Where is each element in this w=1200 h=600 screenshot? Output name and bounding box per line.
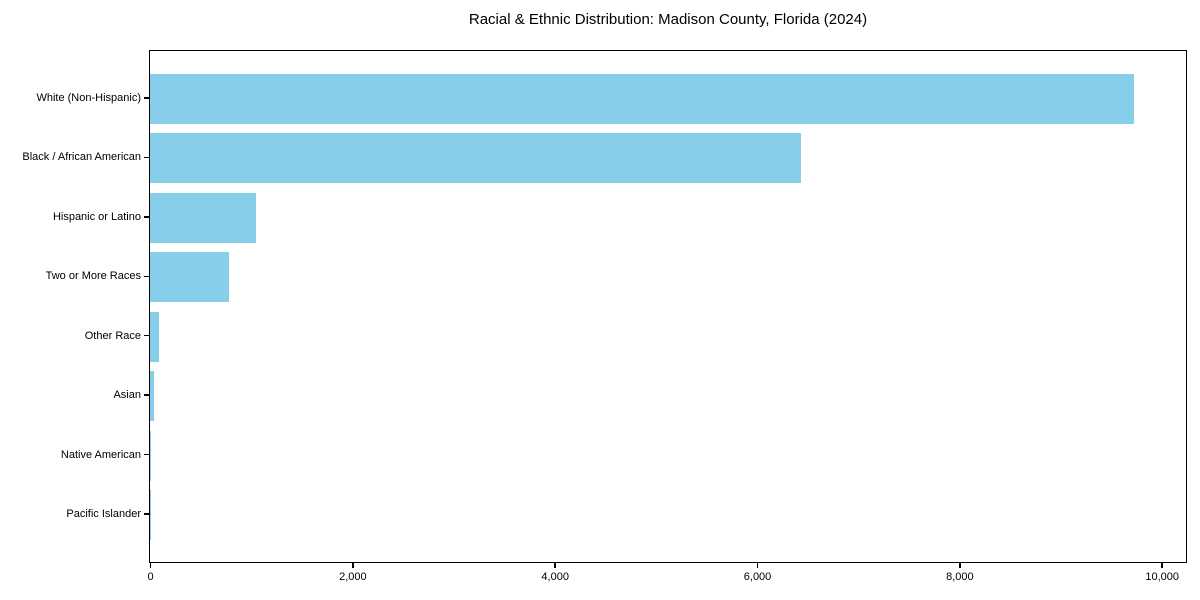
y-tick-label: Hispanic or Latino (52, 210, 141, 223)
x-tick-label: 10,000 (1145, 571, 1180, 583)
y-tick-label: Pacific Islander (66, 508, 141, 520)
y-tick-mark (144, 275, 149, 278)
bar-white-non-hispanic (150, 74, 1135, 124)
y-tick-label: Native American (60, 448, 141, 461)
bar-black-african-american (150, 133, 802, 184)
x-tick-mark (756, 563, 759, 568)
y-tick-label: Other Race (84, 329, 141, 342)
x-tick-mark (352, 563, 354, 568)
x-tick-label: 8,000 (946, 571, 974, 583)
y-tick-mark (144, 216, 149, 218)
y-tick-mark (144, 156, 149, 159)
x-tick-label: 4,000 (541, 571, 569, 583)
bar-asian (150, 371, 155, 422)
x-tick-label: 6,000 (743, 571, 772, 583)
bar-native-american (150, 430, 151, 481)
y-tick-mark (144, 453, 149, 456)
x-tick-mark (554, 563, 556, 568)
y-tick-mark (144, 394, 149, 396)
bar-two-or-more-races (150, 252, 230, 303)
bar-other-race (150, 311, 160, 362)
y-tick-mark (144, 97, 149, 99)
y-tick-label: White (Non-Hispanic) (36, 92, 141, 104)
plot-area (149, 50, 1187, 563)
x-tick-label: 0 (147, 571, 154, 583)
chart-title: Racial & Ethnic Distribution: Madison Co… (468, 11, 868, 28)
x-tick-label: 2,000 (339, 571, 367, 583)
x-tick-mark (959, 563, 961, 568)
x-tick-mark (1161, 563, 1163, 568)
y-tick-label: Two or More Races (45, 270, 141, 283)
bar-hispanic-or-latino (150, 192, 257, 243)
x-tick-mark (149, 563, 152, 568)
y-tick-label: Asian (113, 389, 141, 402)
y-tick-label: Black / African American (22, 151, 141, 164)
y-tick-mark (144, 334, 149, 337)
y-tick-mark (144, 513, 149, 515)
